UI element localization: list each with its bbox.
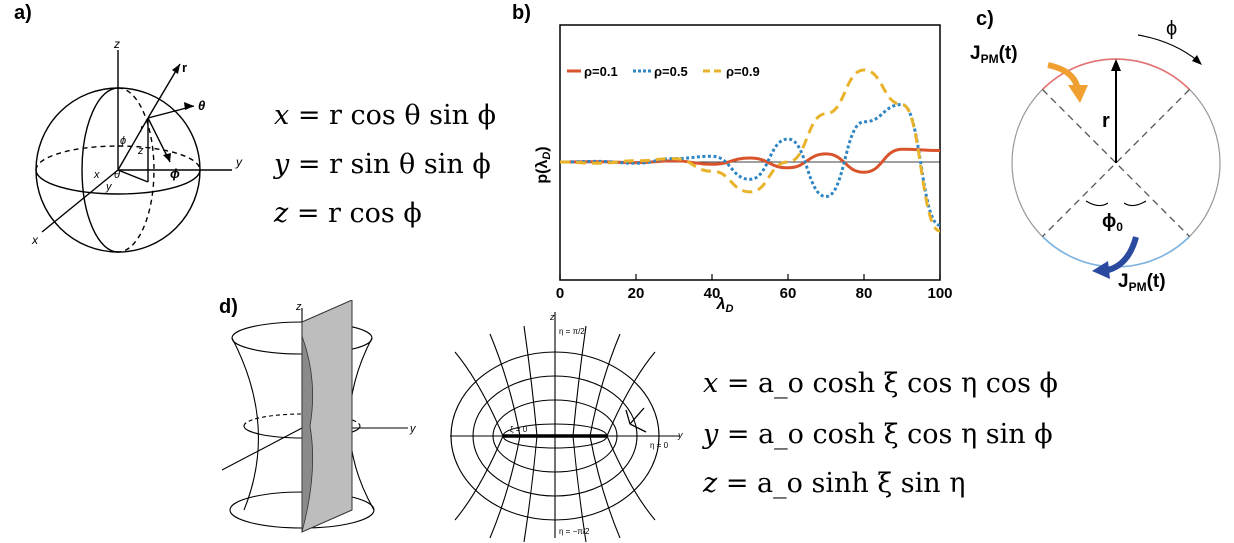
radius-r-label: r: [1102, 110, 1110, 132]
spherical-coordinates-diagram: z y x r θ ϕ ϕ r z x θ y: [31, 37, 243, 253]
x-axis-label: λD: [716, 296, 734, 315]
x-tick-label: 0: [556, 285, 564, 302]
legend-label-rho-09: ρ=0.9: [726, 64, 760, 79]
plot-frame: [559, 24, 941, 281]
bottom-arc: [1041, 235, 1191, 268]
radius-arrowhead: [1111, 59, 1121, 71]
series-line-1: [559, 147, 941, 174]
xi-zero-label: ξ = 0: [510, 425, 528, 434]
spherical-eq-y: y = r sin θ sin ϕ: [274, 149, 491, 180]
panel-label-c: c): [976, 8, 994, 30]
eta-bottom-label: η = −π/2: [559, 527, 590, 536]
elliptic-grid-diagram: z η = π/2 η = −π/2 ξ = 0 y η = 0: [450, 312, 683, 542]
angle-theta-label: θ: [114, 169, 120, 181]
panel-label-a: a): [14, 2, 32, 24]
panel-label-b: b): [512, 2, 531, 24]
phi0-right-arrow: [1123, 200, 1147, 207]
phi-arc-arrow: [1137, 34, 1199, 62]
y-axis-label: p(λD): [534, 146, 553, 183]
x-tick-label: 100: [927, 285, 952, 302]
height-z-label: z: [137, 145, 144, 157]
x-tick-label: 40: [704, 285, 721, 302]
top-current-label: JPM(t): [970, 43, 1018, 66]
panel-label-d: d): [219, 296, 238, 318]
bottom-current-arrowhead: [1092, 261, 1110, 279]
axis-z-label: z: [113, 37, 120, 51]
axis-y-label: y: [235, 155, 243, 169]
legend-label-rho-01: ρ=0.1: [584, 64, 618, 79]
series-line-3: [559, 68, 941, 233]
legend: ρ=0.1 ρ=0.5 ρ=0.9: [567, 64, 760, 79]
spherical-eq-z: z = r cos ϕ: [274, 198, 422, 229]
grid-y-label: y: [677, 430, 683, 440]
top-current-arrowhead: [1068, 85, 1088, 103]
prolate-eq-x: x = a_o cosh ξ cos η cos ϕ: [703, 368, 1058, 399]
prolate-eq-z: z = a_o sinh ξ sin η: [703, 468, 966, 499]
phi-label: ϕ: [1166, 18, 1177, 40]
phi-arrowhead: [1192, 55, 1202, 65]
unit-theta-label: θ: [198, 98, 205, 113]
bottom-current-label: JPM(t): [1118, 271, 1166, 294]
circle-current-diagram: r ϕ ϕ0 JPM(t) JPM(t): [970, 18, 1221, 294]
cut-section: [301, 322, 314, 533]
phi0-left-arrow: [1085, 200, 1109, 207]
x-tick-label: 60: [780, 285, 797, 302]
eta-top-label: η = π/2: [559, 327, 585, 336]
spherical-eq-x: x = r cos θ sin ϕ: [274, 100, 497, 131]
legend-label-rho-05: ρ=0.5: [654, 64, 688, 79]
hyperboloid-diagram: z y x: [222, 300, 417, 533]
axis-z-label: z: [295, 301, 302, 313]
series-line-2: [559, 102, 941, 227]
grid-z-label: z: [549, 312, 555, 322]
x-tick-label: 80: [856, 285, 873, 302]
axis-y-label: y: [409, 423, 417, 435]
probability-line-chart: 0 20 40 60 80 100 ρ=0.1 ρ=0.5 ρ=0.9 λD p(λD): [534, 24, 953, 315]
prolate-eq-y: y = a_o cosh ξ cos η sin ϕ: [703, 419, 1053, 450]
unit-phi-label: ϕ: [170, 166, 180, 181]
eta-zero-label: η = 0: [650, 441, 669, 450]
proj-x-label: x: [93, 169, 100, 181]
phi0-label: ϕ0: [1102, 211, 1123, 234]
proj-y-label: y: [105, 181, 113, 193]
axis-x-label: x: [31, 233, 39, 247]
angle-phi-label: ϕ: [120, 135, 126, 147]
unit-r-label: r: [182, 60, 187, 75]
radius-r-label: r: [140, 123, 145, 135]
x-tick-label: 20: [628, 285, 645, 302]
